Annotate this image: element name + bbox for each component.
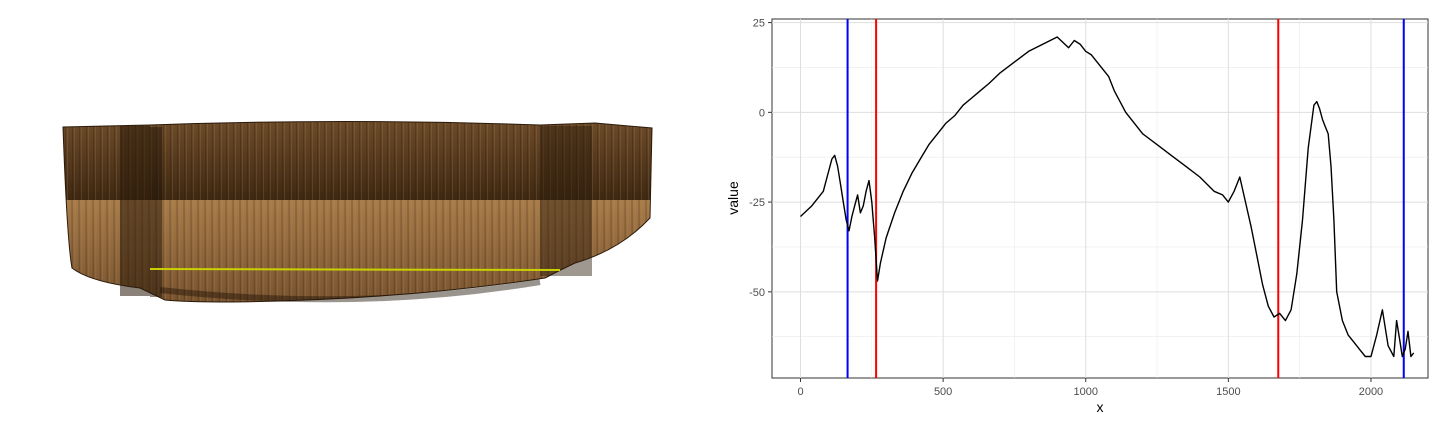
series-line bbox=[800, 36, 1415, 358]
scan-trace-line bbox=[149, 268, 561, 271]
line-chart: 0 500 1000 1500 2000 25 0 -25 -50 x value bbox=[725, 18, 1429, 415]
x-tick-label: 1000 bbox=[1073, 386, 1097, 398]
x-axis-title: x bbox=[1097, 399, 1104, 415]
y-tick-label: -50 bbox=[749, 287, 765, 299]
x-tick-label: 500 bbox=[934, 386, 952, 398]
grid-lines bbox=[772, 19, 1428, 378]
scan-image bbox=[62, 121, 653, 303]
y-axis-title: value bbox=[725, 181, 741, 215]
y-axis: 25 0 -25 -50 bbox=[749, 18, 772, 299]
x-axis: 0 500 1000 1500 2000 bbox=[797, 378, 1383, 398]
vertical-reference-lines bbox=[846, 19, 1405, 378]
y-tick-label: -25 bbox=[749, 197, 765, 209]
y-tick-label: 25 bbox=[753, 18, 765, 30]
x-tick-label: 0 bbox=[797, 386, 803, 398]
wood-surface bbox=[62, 121, 653, 303]
x-tick-label: 1500 bbox=[1216, 386, 1240, 398]
plot-panel bbox=[771, 18, 1429, 379]
x-tick-label: 2000 bbox=[1359, 386, 1383, 398]
y-tick-label: 0 bbox=[759, 107, 765, 119]
